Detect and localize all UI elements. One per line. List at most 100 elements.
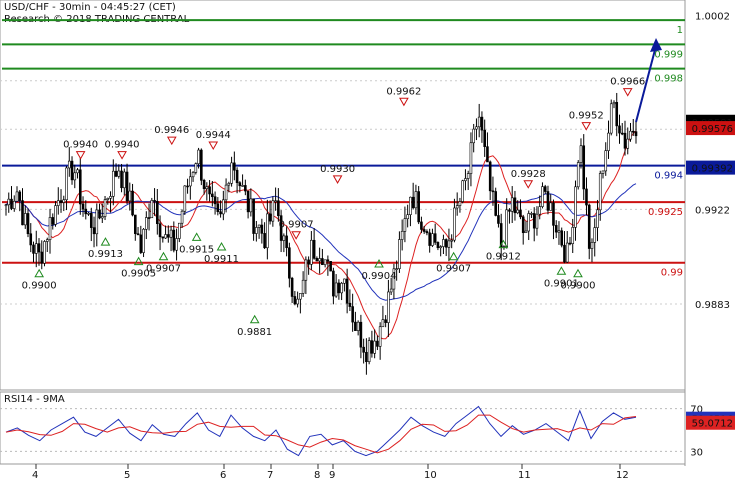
candle-body bbox=[222, 199, 225, 215]
candle-body bbox=[43, 241, 46, 264]
x-tick-label: 11 bbox=[518, 470, 531, 480]
blue-price-tag: 0.99392 bbox=[692, 164, 733, 175]
trough-label: 0.9912 bbox=[486, 252, 521, 263]
candle-body bbox=[433, 233, 437, 243]
candle-body bbox=[147, 217, 151, 219]
candle-body bbox=[587, 204, 591, 249]
candle-body bbox=[483, 129, 486, 147]
candle-body bbox=[312, 239, 316, 259]
candle-body bbox=[211, 193, 214, 197]
candle-body bbox=[230, 162, 233, 184]
candle-body bbox=[568, 242, 572, 245]
candle-body bbox=[274, 200, 277, 203]
candle-body bbox=[315, 258, 319, 262]
candle-body bbox=[98, 209, 101, 219]
candle-body bbox=[288, 247, 291, 279]
candle-body bbox=[310, 239, 313, 265]
candle-body bbox=[543, 186, 547, 192]
candle-body bbox=[134, 214, 137, 234]
y-tick-label: 0.9922 bbox=[695, 205, 730, 216]
candle-body bbox=[472, 128, 475, 144]
candle-body bbox=[318, 258, 321, 262]
candle-body bbox=[266, 213, 269, 249]
candle-body bbox=[439, 246, 442, 249]
chart-title: USD/CHF - 30min - 04:45:27 (CET) bbox=[4, 2, 176, 13]
candle-body bbox=[431, 233, 434, 246]
candles bbox=[4, 92, 638, 375]
candle-body bbox=[488, 161, 492, 192]
candle-body bbox=[189, 176, 192, 187]
candle-body bbox=[111, 170, 115, 197]
trough-label: 0.9907 bbox=[436, 264, 471, 275]
peak-marker bbox=[117, 151, 127, 160]
candle-body bbox=[400, 230, 404, 240]
candle-body bbox=[535, 213, 539, 229]
trough-label: 0.9905 bbox=[121, 269, 156, 280]
candle-body bbox=[475, 126, 478, 130]
candle-body bbox=[359, 321, 363, 348]
candle-body bbox=[365, 351, 368, 363]
candle-body bbox=[417, 191, 420, 223]
candle-body bbox=[62, 199, 66, 203]
candle-body bbox=[142, 228, 145, 253]
candle-body bbox=[560, 230, 564, 246]
peak-marker bbox=[166, 136, 177, 146]
pivot-markers: 0.9940 0.9940 0.9946 0.9944 0.9907 0.9930 0.99… bbox=[22, 77, 646, 338]
candle-body bbox=[596, 209, 599, 228]
candle-body bbox=[197, 149, 200, 165]
candle-body bbox=[169, 229, 173, 238]
peak-marker bbox=[291, 231, 301, 240]
candle-body bbox=[453, 207, 456, 241]
candle-body bbox=[65, 167, 68, 201]
candle-body bbox=[620, 132, 624, 135]
rsi-ma-line bbox=[5, 414, 637, 454]
candle-body bbox=[271, 200, 275, 222]
candle-body bbox=[131, 190, 134, 216]
candle-body bbox=[565, 242, 569, 263]
candle-body bbox=[486, 146, 489, 163]
candle-body bbox=[26, 213, 30, 235]
candle-body bbox=[73, 172, 77, 181]
candle-body bbox=[425, 231, 429, 234]
candle-body bbox=[40, 251, 44, 264]
candle-body bbox=[384, 319, 387, 323]
candle-body bbox=[521, 216, 525, 234]
candle-body bbox=[241, 185, 244, 187]
x-tick-label: 12 bbox=[616, 470, 629, 480]
candle-body bbox=[299, 293, 302, 300]
candle-body bbox=[321, 258, 324, 266]
candle-body bbox=[202, 180, 206, 190]
peak-label: 0.9928 bbox=[511, 169, 546, 180]
rsi-ma-value-tag-bg bbox=[686, 415, 735, 430]
trough-marker bbox=[249, 314, 260, 324]
level-label: 1 bbox=[677, 25, 683, 36]
candle-body bbox=[81, 203, 85, 210]
trough-label: 0.9900 bbox=[22, 281, 57, 292]
candle-body bbox=[519, 209, 522, 218]
candle-body bbox=[100, 216, 104, 219]
candle-body bbox=[524, 230, 528, 234]
candle-body bbox=[615, 102, 619, 127]
trough-label: 0.9904 bbox=[362, 271, 397, 282]
candle-body bbox=[549, 202, 553, 211]
candle-body bbox=[164, 234, 167, 239]
candle-body bbox=[422, 229, 426, 232]
candle-body bbox=[447, 240, 451, 248]
candle-body bbox=[32, 244, 35, 254]
trough-marker bbox=[191, 232, 202, 241]
candle-body bbox=[106, 198, 110, 200]
candle-body bbox=[4, 204, 8, 207]
candle-body bbox=[477, 116, 481, 128]
candle-body bbox=[293, 296, 297, 305]
candle-body bbox=[67, 160, 71, 169]
candle-body bbox=[367, 340, 371, 363]
candle-body bbox=[249, 198, 253, 213]
candle-body bbox=[216, 203, 220, 213]
candle-body bbox=[153, 200, 156, 202]
trough-label: 0.9881 bbox=[237, 327, 272, 338]
candle-body bbox=[552, 202, 555, 226]
trough-label: 0.9901 bbox=[544, 278, 579, 289]
candle-body bbox=[7, 198, 11, 206]
candle-body bbox=[145, 217, 148, 230]
peak-label: 0.9940 bbox=[105, 140, 140, 151]
